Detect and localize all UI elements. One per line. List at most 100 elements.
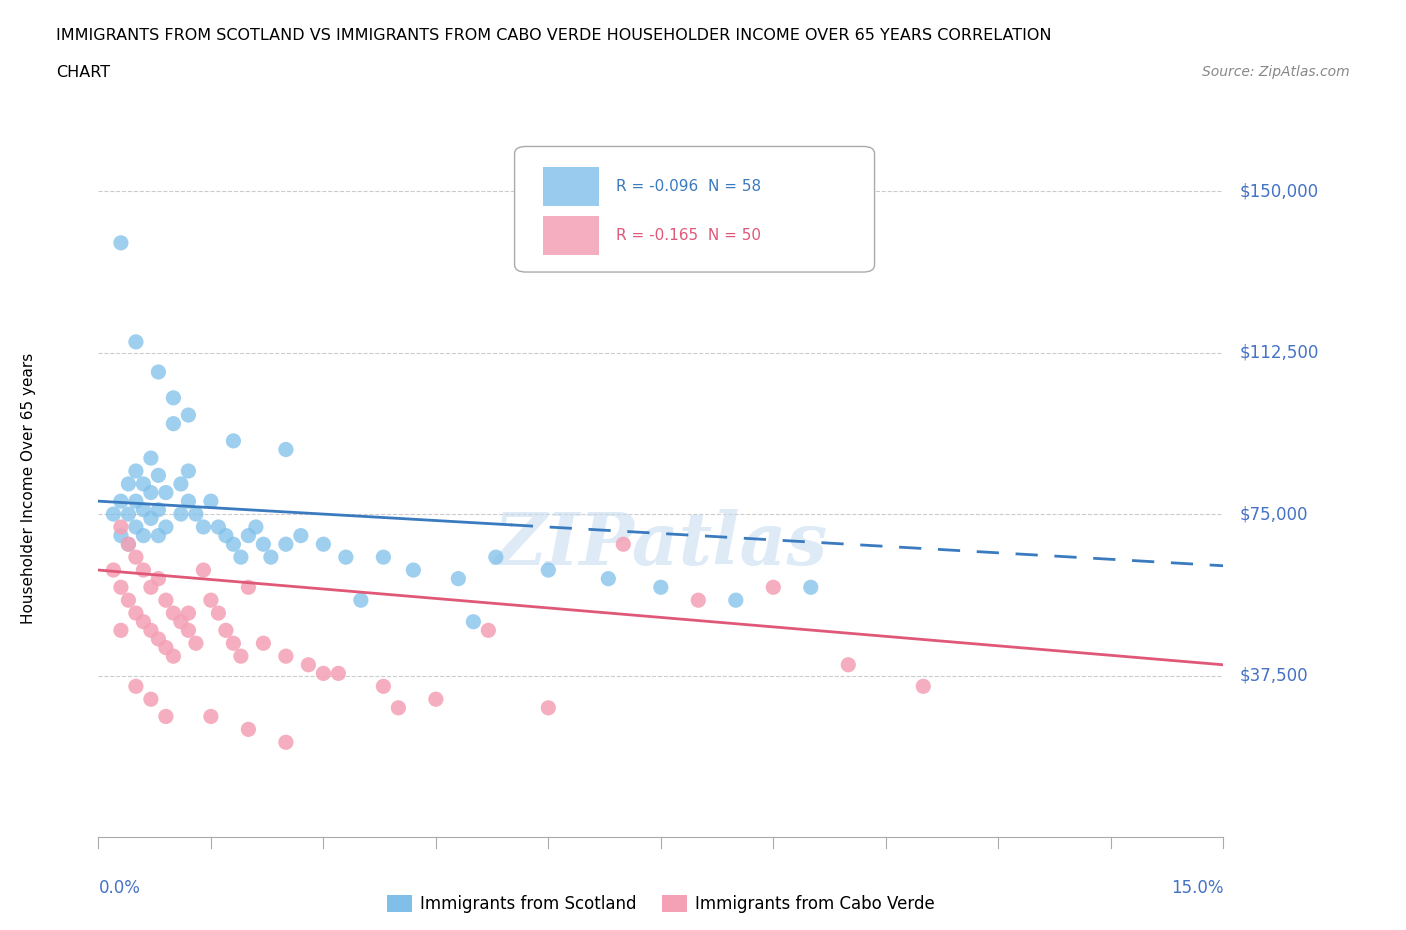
Point — [155, 520, 177, 535]
Point — [110, 235, 132, 250]
Point — [537, 563, 560, 578]
Point — [139, 485, 162, 500]
Point — [912, 679, 935, 694]
Point — [762, 579, 785, 594]
Point — [132, 615, 155, 630]
Point — [215, 623, 238, 638]
Point — [229, 550, 252, 565]
Point — [155, 592, 177, 607]
Point — [463, 615, 485, 630]
Point — [139, 451, 162, 466]
Point — [125, 494, 148, 509]
Point — [132, 563, 155, 578]
Point — [274, 442, 297, 457]
Point — [200, 709, 222, 724]
Point — [117, 537, 139, 551]
Point — [132, 502, 155, 517]
Point — [447, 571, 470, 586]
FancyBboxPatch shape — [543, 167, 599, 206]
Text: $37,500: $37,500 — [1240, 667, 1309, 684]
Point — [148, 631, 170, 646]
Point — [252, 636, 274, 651]
Text: R = -0.096  N = 58: R = -0.096 N = 58 — [616, 179, 761, 194]
Text: 15.0%: 15.0% — [1171, 879, 1223, 897]
Point — [177, 494, 200, 509]
Point — [402, 563, 425, 578]
Point — [177, 463, 200, 478]
Point — [650, 579, 672, 594]
Point — [162, 605, 184, 620]
Point — [125, 520, 148, 535]
Point — [724, 592, 747, 607]
Point — [238, 722, 260, 737]
FancyBboxPatch shape — [515, 147, 875, 272]
Text: $150,000: $150,000 — [1240, 182, 1319, 200]
Point — [103, 507, 125, 522]
Point — [312, 537, 335, 551]
Point — [207, 605, 229, 620]
Text: R = -0.165  N = 50: R = -0.165 N = 50 — [616, 228, 761, 243]
Point — [162, 417, 184, 432]
Point — [155, 640, 177, 655]
Point — [148, 468, 170, 483]
Point — [274, 537, 297, 551]
Point — [837, 658, 859, 672]
Point — [162, 649, 184, 664]
Point — [125, 679, 148, 694]
Point — [117, 537, 139, 551]
Text: 0.0%: 0.0% — [98, 879, 141, 897]
Point — [335, 550, 357, 565]
Point — [139, 511, 162, 525]
Point — [125, 335, 148, 350]
Text: IMMIGRANTS FROM SCOTLAND VS IMMIGRANTS FROM CABO VERDE HOUSEHOLDER INCOME OVER 6: IMMIGRANTS FROM SCOTLAND VS IMMIGRANTS F… — [56, 28, 1052, 43]
Point — [193, 563, 215, 578]
Point — [139, 579, 162, 594]
Point — [139, 692, 162, 707]
Point — [612, 537, 634, 551]
Point — [125, 463, 148, 478]
Point — [177, 407, 200, 422]
Point — [274, 735, 297, 750]
Point — [373, 550, 395, 565]
Point — [485, 550, 508, 565]
Point — [238, 579, 260, 594]
Point — [387, 700, 409, 715]
Point — [117, 592, 139, 607]
Point — [200, 494, 222, 509]
Point — [477, 623, 499, 638]
Point — [184, 507, 207, 522]
Point — [350, 592, 373, 607]
Point — [245, 520, 267, 535]
Point — [222, 537, 245, 551]
Point — [155, 485, 177, 500]
Point — [222, 433, 245, 448]
Point — [170, 507, 193, 522]
Point — [274, 649, 297, 664]
Point — [148, 528, 170, 543]
Point — [598, 571, 620, 586]
Point — [110, 494, 132, 509]
Point — [177, 623, 200, 638]
Text: $75,000: $75,000 — [1240, 505, 1309, 523]
Point — [125, 550, 148, 565]
Point — [170, 476, 193, 491]
Point — [155, 709, 177, 724]
Point — [200, 592, 222, 607]
Point — [110, 520, 132, 535]
Point — [162, 391, 184, 405]
Point — [252, 537, 274, 551]
Point — [110, 528, 132, 543]
Point — [132, 528, 155, 543]
Text: Source: ZipAtlas.com: Source: ZipAtlas.com — [1202, 65, 1350, 79]
Point — [177, 605, 200, 620]
Point — [117, 507, 139, 522]
Point — [688, 592, 710, 607]
Point — [184, 636, 207, 651]
Text: Householder Income Over 65 years: Householder Income Over 65 years — [21, 352, 35, 624]
Point — [193, 520, 215, 535]
Point — [238, 528, 260, 543]
Point — [117, 476, 139, 491]
Text: ZIPatlas: ZIPatlas — [494, 509, 828, 579]
Point — [139, 623, 162, 638]
Legend: Immigrants from Scotland, Immigrants from Cabo Verde: Immigrants from Scotland, Immigrants fro… — [380, 888, 942, 920]
